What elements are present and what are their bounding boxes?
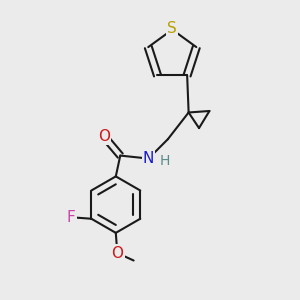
Text: F: F bbox=[67, 210, 76, 225]
Text: N: N bbox=[143, 151, 154, 166]
Text: O: O bbox=[98, 129, 110, 144]
Text: H: H bbox=[160, 154, 170, 168]
Text: S: S bbox=[167, 21, 177, 36]
Text: O: O bbox=[111, 246, 123, 261]
